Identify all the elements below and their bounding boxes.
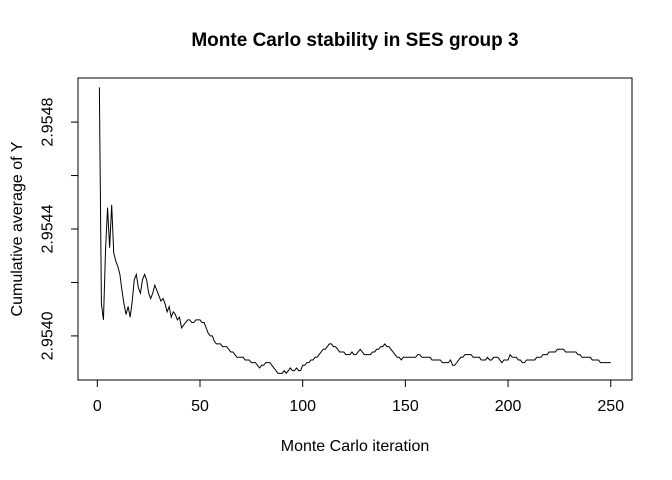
x-tick-label: 150 bbox=[392, 398, 419, 415]
y-axis-label: Cumulative average of Y bbox=[9, 141, 26, 317]
plot-border bbox=[77, 77, 633, 381]
x-tick-label: 100 bbox=[289, 398, 316, 415]
y-tick-label: 2.9540 bbox=[40, 311, 57, 360]
x-tick-label: 50 bbox=[191, 398, 209, 415]
y-tick-label: 2.9548 bbox=[40, 98, 57, 147]
y-tick-label: 2.9544 bbox=[40, 204, 57, 253]
x-tick-label: 0 bbox=[93, 398, 102, 415]
x-tick-label: 200 bbox=[495, 398, 522, 415]
chart-title: Monte Carlo stability in SES group 3 bbox=[191, 30, 519, 51]
x-tick-label: 250 bbox=[597, 398, 624, 415]
x-axis-label: Monte Carlo iteration bbox=[280, 438, 430, 455]
series-line bbox=[98, 87, 611, 375]
